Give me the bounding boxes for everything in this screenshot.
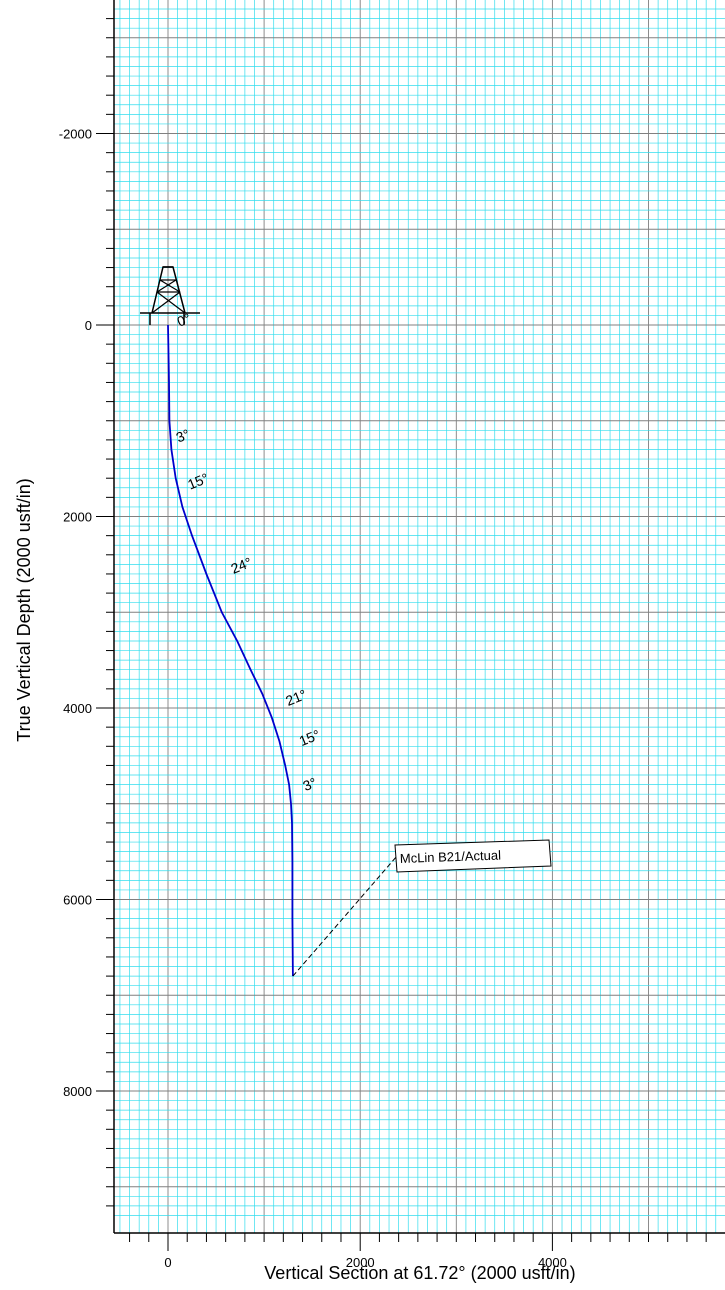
inclination-label: 24° xyxy=(228,554,254,577)
well-label-leader xyxy=(292,855,398,977)
inclination-label: 15° xyxy=(185,470,211,493)
drilling-rig-icon xyxy=(140,266,200,325)
y-tick-label: 8000 xyxy=(63,1084,92,1099)
well-label-group: McLin B21/Actual xyxy=(292,839,552,977)
x-axis-label: Vertical Section at 61.72° (2000 usft/in… xyxy=(264,1263,575,1283)
inclination-label: 15° xyxy=(297,726,323,749)
well-label-box xyxy=(394,839,552,873)
y-tick-label: -2000 xyxy=(59,127,92,142)
y-tick-label: 0 xyxy=(85,318,92,333)
inclination-label: 0° xyxy=(175,310,193,330)
x-tick-label: 4000 xyxy=(538,1255,567,1270)
y-tick-label: 6000 xyxy=(63,893,92,908)
axes xyxy=(113,0,725,1234)
y-tick-label: 2000 xyxy=(63,510,92,525)
grid xyxy=(114,0,725,1233)
inclination-labels: 0° 3° 15° 24° 21° 15° 3° xyxy=(174,310,323,794)
x-tick-label: 2000 xyxy=(346,1255,375,1270)
inclination-label: 21° xyxy=(283,686,309,709)
y-tick-label: 4000 xyxy=(63,701,92,716)
y-axis-label: True Vertical Depth (2000 usft/in) xyxy=(14,478,34,741)
trajectory-line xyxy=(167,324,294,977)
inclination-label: 3° xyxy=(301,774,319,794)
inclination-label: 3° xyxy=(174,426,192,446)
ticks: -2000 0 2000 4000 6000 8000 0 2000 4000 xyxy=(59,18,707,1270)
well-label-text: McLin B21/Actual xyxy=(400,847,502,866)
x-tick-label: 0 xyxy=(164,1255,171,1270)
trajectory-series xyxy=(167,324,294,977)
